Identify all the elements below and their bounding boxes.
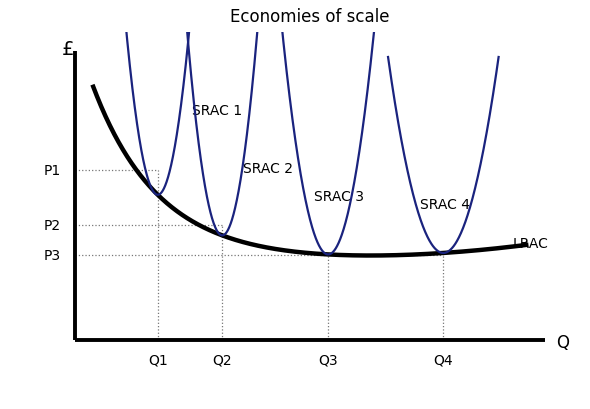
Text: P1: P1: [44, 163, 61, 177]
Text: P3: P3: [44, 248, 61, 262]
Text: Q4: Q4: [434, 353, 453, 367]
Text: Q2: Q2: [212, 353, 232, 367]
Text: SRAC 1: SRAC 1: [192, 104, 242, 118]
Text: £: £: [62, 40, 74, 58]
Text: LRAC: LRAC: [513, 236, 548, 250]
Text: SRAC 2: SRAC 2: [243, 162, 293, 176]
Title: Economies of scale: Economies of scale: [230, 8, 389, 26]
Text: SRAC 4: SRAC 4: [420, 198, 470, 211]
Text: Q1: Q1: [148, 353, 168, 367]
Text: SRAC 3: SRAC 3: [314, 189, 365, 203]
Text: P2: P2: [44, 218, 61, 232]
Text: Q: Q: [556, 333, 569, 351]
Text: Q3: Q3: [319, 353, 338, 367]
